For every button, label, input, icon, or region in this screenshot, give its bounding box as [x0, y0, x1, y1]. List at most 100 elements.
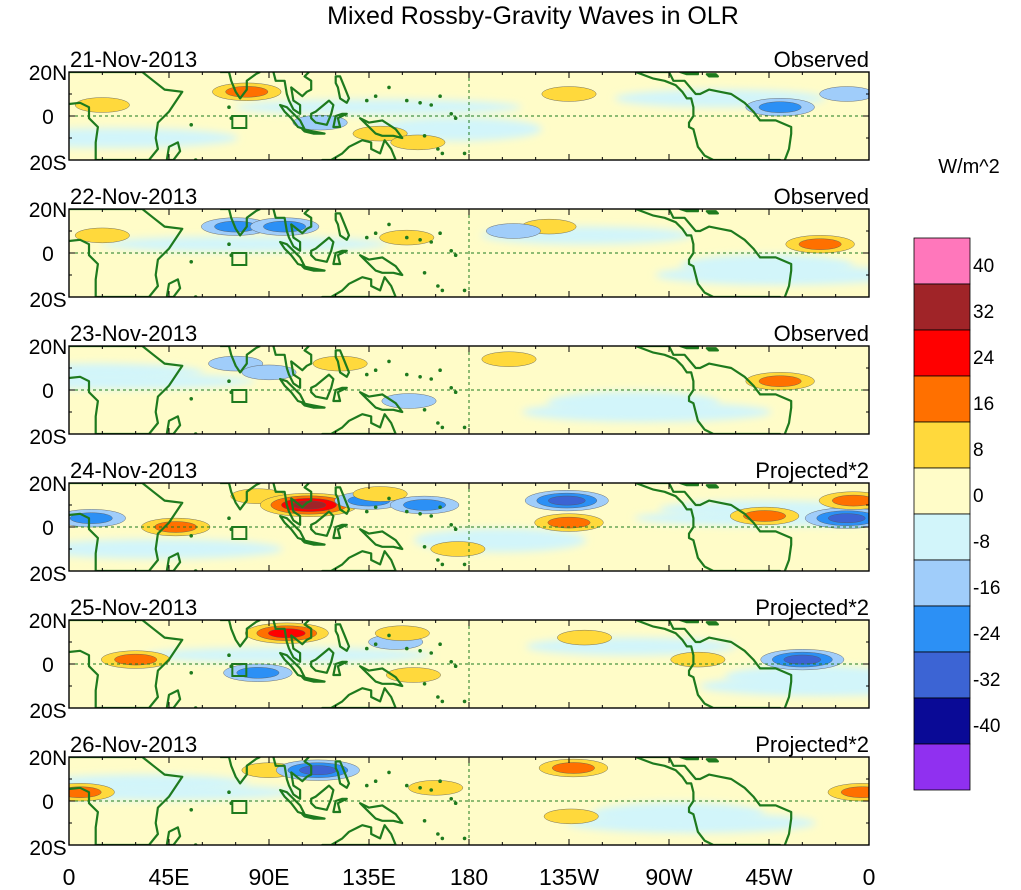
anomaly-3-level-8: [352, 125, 408, 142]
negative-band: [521, 402, 772, 422]
coastlines: [69, 209, 793, 297]
colorbar-label: 32: [973, 302, 994, 323]
anomaly-3-level-8: [408, 780, 464, 796]
colorbar-label: 40: [973, 256, 994, 277]
colorbar-swatch: [913, 467, 971, 515]
anomaly-5-level-8: [543, 808, 599, 825]
coastlines: [69, 620, 793, 708]
negative-band: [69, 784, 300, 801]
anomaly-6-level-16: [403, 499, 446, 511]
anomaly-3-level-8: [381, 393, 437, 409]
colorbar-label: -8: [973, 532, 990, 553]
colorbar-label: -32: [973, 670, 1000, 691]
negative-band: [566, 813, 817, 833]
panel-22-Nov-2013: 20N 0 20S 22-Nov-2013 Observed: [29, 184, 870, 312]
anomaly-0-level-16: [69, 512, 113, 524]
coastlines: [69, 346, 793, 434]
anomaly-5-level-8: [541, 86, 597, 102]
panel-24-Nov-2013: 20N 0 20S 24-Nov-2013 Projected*2: [29, 458, 870, 586]
anomaly-12-level-16: [832, 494, 869, 507]
y-tick-label: 0: [42, 517, 54, 540]
y-tick-label: 20S: [29, 700, 66, 723]
y-tick-label: 20N: [29, 336, 68, 359]
negative-band: [69, 373, 256, 390]
y-tick-label: 20N: [29, 62, 68, 85]
panel-23-Nov-2013: 20N 0 20S 23-Nov-2013 Observed: [29, 321, 870, 449]
y-tick-label: 0: [42, 106, 54, 129]
panel-date: 22-Nov-2013: [70, 184, 197, 209]
y-tick-label: 20S: [29, 426, 66, 449]
anomaly-1-level-8: [241, 364, 297, 381]
colorbar-swatch: [913, 651, 971, 699]
y-tick-label: 20S: [29, 563, 66, 586]
anomaly-5-level-8: [386, 667, 441, 683]
y-tick-label: 20S: [29, 152, 66, 175]
x-tick-label: 45E: [149, 864, 190, 890]
colorbar-swatch: [913, 329, 971, 377]
anomaly-5-level-8: [352, 486, 408, 502]
anomaly-8-level-24: [548, 495, 586, 506]
colorbar-swatch: [913, 605, 971, 653]
anomaly-7-level-8: [819, 86, 869, 102]
panel-26-Nov-2013: 20N 0 20S 26-Nov-2013 Projected*2: [29, 732, 870, 860]
x-axis: 0 45E 90E 135E 180 135W 90W 45W 0: [63, 864, 876, 890]
x-tick-label: 0: [63, 864, 76, 890]
panel-label: Observed: [774, 47, 869, 72]
x-tick-label: 90E: [249, 864, 290, 890]
anomaly-0-level-16: [114, 653, 158, 666]
colorbar-swatch: [913, 559, 971, 607]
anomaly-8-level-24: [783, 654, 822, 665]
y-tick-label: 0: [42, 243, 54, 266]
colorbar-swatch: [913, 237, 971, 285]
chart-title: Mixed Rossby-Gravity Waves in OLR: [327, 2, 739, 30]
negative-band: [145, 647, 433, 664]
colorbar-swatch: [913, 375, 971, 423]
y-tick-label: 20N: [29, 199, 68, 222]
anomaly-6-level-8: [486, 223, 541, 239]
x-tick-label: 45W: [745, 864, 793, 890]
panel-label: Projected*2: [755, 458, 869, 483]
anomaly-7-level-8: [670, 651, 726, 668]
colorbar-swatch: [913, 743, 971, 791]
colorbar-swatch: [913, 421, 971, 469]
y-tick-label: 0: [42, 791, 54, 814]
panel-25-Nov-2013: 20N 0 20S 25-Nov-2013 Projected*2: [29, 595, 870, 723]
colorbar-swatch: [913, 513, 971, 561]
y-tick-label: 0: [42, 654, 54, 677]
negative-band: [233, 99, 522, 116]
panel-label: Observed: [774, 184, 869, 209]
coastlines: [69, 483, 793, 571]
anomaly-0-level-8: [74, 227, 130, 244]
anomaly-5-level-16: [798, 238, 842, 250]
panel-label: Observed: [774, 321, 869, 346]
panel-date: 21-Nov-2013: [70, 47, 197, 72]
colorbar: 40 32 24 16 8 0 -8 -16 -24 -32 -40: [913, 237, 1001, 791]
panel-date: 24-Nov-2013: [70, 458, 197, 483]
anomaly-6-level-16: [758, 101, 802, 113]
anomaly-5-level-16: [758, 375, 802, 387]
anomaly-7-level-8: [430, 541, 486, 557]
anomaly-6-level-8: [557, 629, 612, 646]
anomaly-6-level-16: [840, 786, 869, 798]
x-tick-label: 135W: [539, 864, 599, 890]
panel-date: 25-Nov-2013: [70, 595, 197, 620]
negative-band: [655, 265, 869, 285]
panel-date: 26-Nov-2013: [70, 732, 197, 757]
negative-band: [69, 128, 239, 148]
colorbar-label: -24: [973, 624, 1001, 645]
anomaly-4-level-8: [374, 625, 430, 641]
x-tick-label: 90W: [645, 864, 693, 890]
colorbar-swatch: [913, 283, 971, 331]
negative-band: [69, 539, 283, 559]
colorbar-swatch: [913, 697, 971, 745]
anomaly-4-level-8: [481, 351, 537, 367]
anomaly-2-level-24: [299, 765, 337, 775]
y-tick-label: 20N: [29, 747, 68, 770]
panel-label: Projected*2: [755, 732, 869, 757]
colorbar-units-label: W/m^2: [938, 156, 1000, 178]
x-tick-label: 135E: [342, 864, 396, 890]
y-tick-label: 20N: [29, 473, 68, 496]
anomaly-4-level-16: [552, 762, 595, 774]
